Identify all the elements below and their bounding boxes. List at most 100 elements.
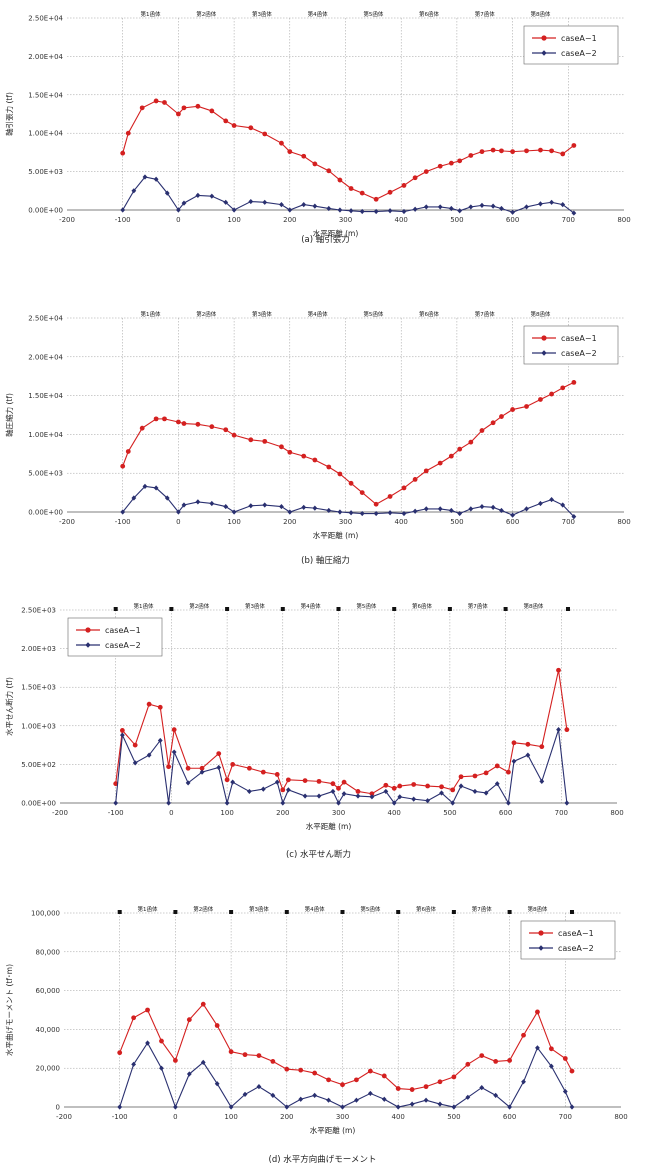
data-point: [113, 800, 119, 806]
data-point: [373, 208, 379, 215]
data-point: [355, 793, 361, 799]
data-point: [412, 175, 418, 181]
data-point: [539, 778, 545, 784]
data-point: [336, 800, 341, 806]
data-point: [301, 202, 307, 208]
data-point: [412, 206, 418, 212]
chart-caption: (a) 軸引張力: [301, 234, 350, 245]
data-point: [549, 199, 554, 205]
data-point: [354, 1097, 359, 1103]
data-point: [409, 1087, 415, 1092]
data-point: [397, 794, 403, 800]
data-point: [125, 130, 131, 136]
x-tick-label: 700: [562, 518, 575, 526]
data-point: [510, 512, 515, 518]
data-point: [157, 704, 163, 710]
segment-label: 第6函体: [419, 10, 439, 18]
data-point: [230, 762, 236, 767]
data-point: [457, 446, 463, 452]
segment-boundary-marker: [503, 607, 508, 611]
segment-boundary-marker: [229, 910, 234, 914]
data-point: [562, 1088, 568, 1095]
x-tick-label: 400: [392, 1113, 405, 1121]
chart-3: -200 -100 0 100 200 300 400 500 600 700 800 0.00E+0…: [4, 602, 624, 860]
legend-label: caseA−2: [561, 349, 597, 358]
data-point: [348, 510, 354, 516]
segment-label: 第1函体: [141, 10, 161, 18]
data-point: [117, 1050, 123, 1056]
data-point: [176, 419, 181, 425]
data-point: [521, 1079, 526, 1085]
legend-marker: [541, 50, 547, 56]
data-point: [564, 727, 570, 733]
data-point: [223, 118, 229, 124]
legend-label: caseA−2: [105, 641, 141, 650]
data-point: [479, 428, 485, 433]
data-point: [560, 151, 566, 157]
data-point: [316, 793, 322, 799]
segment-label: 第2函体: [196, 310, 216, 318]
data-point: [538, 201, 543, 207]
data-point: [157, 737, 163, 744]
legend-label: caseA−1: [561, 34, 597, 43]
segment-boundary-marker: [225, 607, 230, 611]
data-point: [260, 769, 266, 775]
data-point: [571, 143, 577, 148]
data-point: [216, 751, 222, 756]
x-tick-label: 100: [220, 809, 233, 817]
data-point: [423, 169, 429, 175]
legend-marker: [538, 930, 544, 936]
data-point: [479, 1053, 485, 1058]
data-point: [387, 510, 393, 516]
segment-boundary-marker: [396, 910, 401, 914]
data-point: [181, 200, 187, 206]
data-point: [302, 793, 308, 799]
data-point: [423, 204, 429, 210]
segment-label: 第5函体: [360, 905, 380, 913]
data-point: [337, 177, 343, 183]
data-point: [181, 502, 187, 508]
data-point: [499, 205, 504, 212]
data-point: [437, 460, 443, 466]
x-tick-label: -100: [112, 1113, 128, 1121]
data-point: [391, 785, 397, 791]
legend-label: caseA−1: [105, 626, 141, 635]
x-tick-label: -200: [59, 518, 75, 526]
data-point: [164, 190, 170, 196]
data-point: [401, 183, 407, 188]
segment-boundary-marker: [340, 910, 345, 914]
segment-label: 第2函体: [193, 905, 213, 913]
segment-boundary-marker: [113, 607, 118, 611]
data-point: [560, 202, 566, 208]
data-point: [548, 1046, 554, 1052]
data-point: [457, 208, 463, 214]
legend-marker: [538, 945, 544, 951]
data-point: [564, 800, 570, 806]
data-point: [525, 752, 531, 758]
x-tick-label: 600: [503, 1113, 516, 1121]
data-point: [538, 500, 543, 507]
data-point: [472, 773, 478, 779]
data-point: [185, 780, 191, 786]
data-point: [369, 791, 375, 797]
data-point: [330, 788, 336, 795]
x-tick-label: 300: [336, 1113, 349, 1121]
segment-boundary-marker: [565, 607, 570, 611]
data-point: [270, 1092, 276, 1098]
segment-label: 第6函体: [416, 905, 436, 913]
y-axis-label: 軸引張力 (tf): [4, 92, 14, 136]
y-tick-label: 60,000: [36, 987, 61, 995]
data-point: [493, 1092, 499, 1098]
x-tick-label: 200: [283, 518, 296, 526]
chart-2: -200 -100 0 100 200 300 400 500 600 700 800 0.00E+0…: [4, 310, 631, 566]
data-point: [185, 765, 191, 771]
data-point: [312, 505, 318, 511]
x-tick-label: 600: [506, 216, 519, 224]
data-point: [387, 494, 393, 499]
data-point: [214, 1023, 220, 1028]
x-tick-label: 300: [339, 216, 352, 224]
data-point: [298, 1096, 304, 1102]
segment-label: 第4函体: [308, 310, 328, 318]
legend-box: [520, 920, 616, 960]
data-point: [279, 140, 284, 146]
